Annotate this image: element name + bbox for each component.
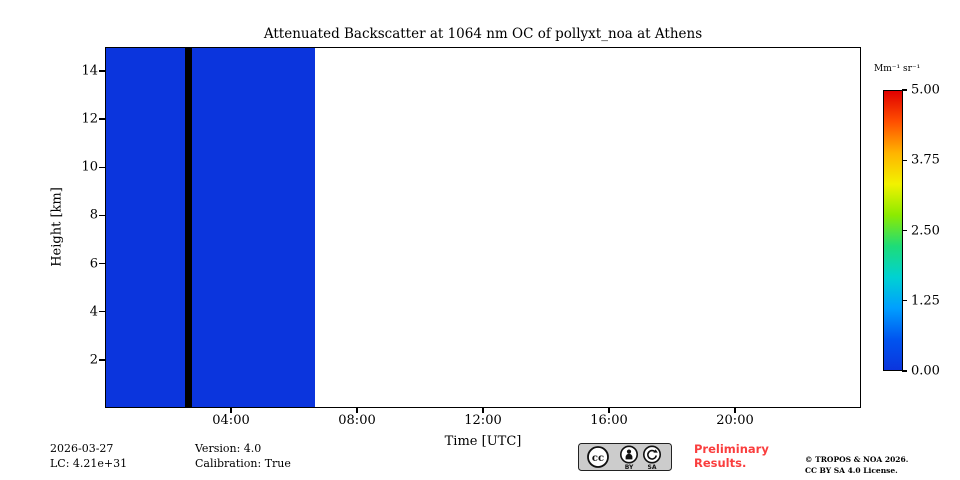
footer-version-block: Version: 4.0 Calibration: True [195, 441, 291, 472]
colorbar-tick-mark [902, 300, 907, 302]
preliminary-results-text: Preliminary Results. [694, 442, 769, 471]
x-tick-label: 20:00 [716, 413, 754, 428]
preliminary-line1: Preliminary [694, 442, 769, 456]
version-text: Version: 4.0 [195, 442, 262, 455]
y-tick-mark [99, 262, 105, 265]
copyright-line2: CC BY SA 4.0 License. [805, 465, 898, 475]
calibration-text: Calibration: True [195, 457, 291, 471]
x-tick-label: 08:00 [338, 413, 376, 428]
data-gap-stripe [184, 48, 192, 407]
plot-area [105, 47, 861, 408]
x-axis-label: Time [UTC] [444, 434, 522, 449]
x-tick-label: 12:00 [464, 413, 502, 428]
y-tick-label: 6 [89, 256, 98, 272]
y-tick-mark [99, 214, 105, 217]
sa-label: SA [648, 464, 657, 471]
y-tick-mark [99, 70, 105, 72]
colorbar-tick-label: 2.50 [911, 223, 940, 238]
colorbar-tick-label: 5.00 [911, 82, 940, 98]
colorbar-tick-label: 1.25 [911, 293, 940, 309]
x-tick-mark [482, 407, 484, 413]
preliminary-line2: Results. [694, 456, 747, 471]
colorbar-tick-mark [902, 229, 907, 232]
cc-letters: cc [592, 453, 604, 464]
x-tick-mark [734, 407, 736, 413]
colorbar-tick-mark [902, 89, 907, 91]
y-tick-label: 8 [89, 207, 98, 223]
y-tick-label: 10 [81, 159, 98, 175]
colorbar [883, 90, 903, 371]
y-tick-label: 4 [89, 304, 98, 320]
lidar-constant-text: LC: 4.21e+31 [50, 457, 128, 471]
y-tick-label: 14 [81, 63, 98, 79]
by-person-icon: BY [619, 445, 638, 471]
x-tick-mark [356, 407, 358, 413]
x-tick-mark [230, 407, 232, 413]
measurement-date-text: 2026-03-27 [50, 442, 114, 455]
chart-title: Attenuated Backscatter at 1064 nm OC of … [263, 26, 703, 42]
y-tick-mark [99, 310, 105, 313]
colorbar-unit-label: Mm⁻¹ sr⁻¹ [874, 64, 921, 74]
colorbar-tick-mark [902, 159, 907, 161]
colorbar-tick-label: 3.75 [911, 152, 940, 168]
x-tick-mark [608, 407, 610, 413]
colorbar-tick-mark [902, 370, 907, 372]
colorbar-tick-label: 0.00 [911, 363, 940, 379]
data-coverage-region [106, 48, 315, 407]
by-label: BY [625, 464, 634, 471]
y-tick-label: 2 [89, 352, 98, 368]
cc-by-sa-badge: cc BY SA [578, 443, 672, 471]
y-tick-mark [99, 166, 105, 169]
y-tick-mark [99, 359, 105, 361]
sa-share-icon: SA [643, 445, 662, 471]
cc-icon: cc [587, 446, 609, 468]
x-tick-label: 16:00 [590, 413, 628, 428]
x-tick-label: 04:00 [212, 413, 250, 428]
copyright-text: © TROPOS & NOA 2026. CC BY SA 4.0 Licens… [805, 455, 908, 477]
y-tick-mark [99, 118, 105, 120]
copyright-line1: © TROPOS & NOA 2026. [805, 455, 909, 464]
y-axis-label: Height [km] [49, 187, 65, 267]
y-tick-label: 12 [81, 111, 98, 127]
footer-date-block: 2026-03-27 LC: 4.21e+31 [50, 441, 127, 472]
